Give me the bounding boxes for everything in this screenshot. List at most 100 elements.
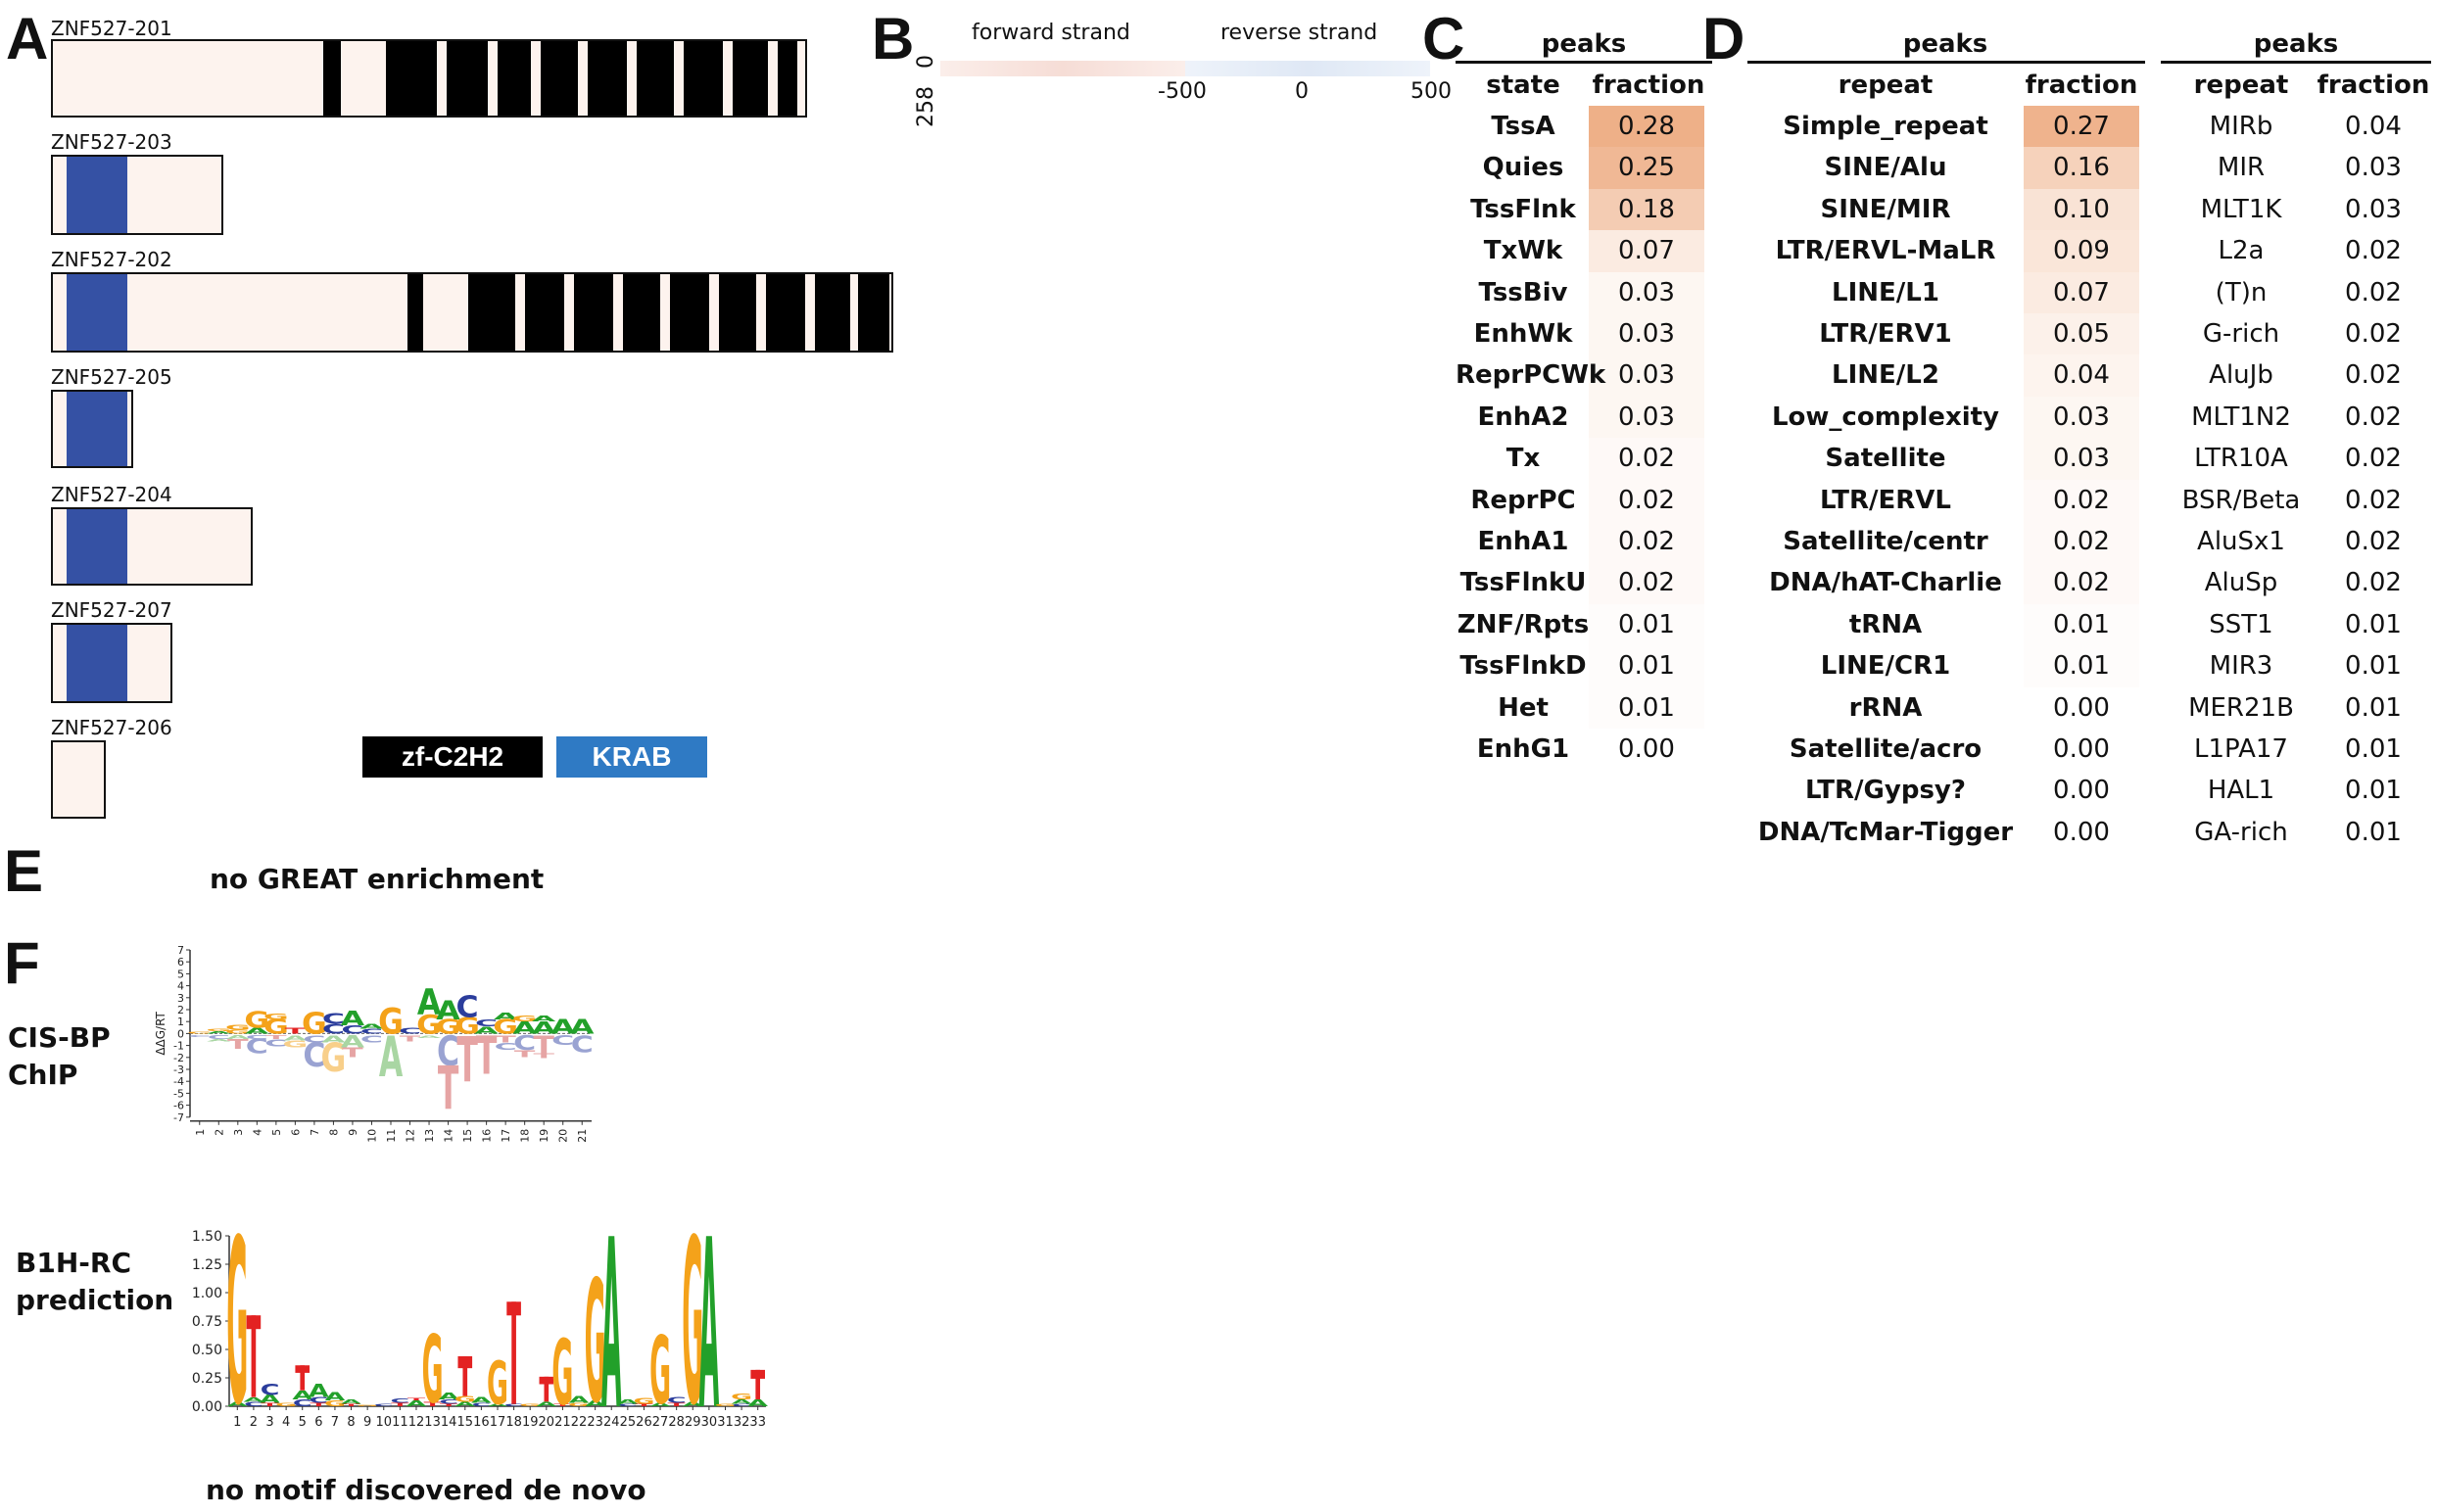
row-value: 0.05 <box>2053 319 2110 349</box>
transcript-box <box>51 623 172 703</box>
x-tick-label: 15 <box>457 1415 474 1430</box>
x-tick-label: 26 <box>636 1415 652 1430</box>
logo-letter-T: T <box>514 1048 536 1060</box>
logo-letter-T: T <box>476 1026 498 1087</box>
x-tick-label: 16 <box>481 1129 494 1143</box>
logo-letter-A: A <box>379 1024 404 1090</box>
cisbp-label-line2: ChIP <box>8 1059 78 1091</box>
y-tick-label: 0.50 <box>192 1343 222 1358</box>
logo-letter-G: G <box>493 1016 518 1039</box>
logo-letter-A: A <box>341 1008 365 1030</box>
x-tick-label: 20 <box>539 1415 555 1430</box>
row-label: LTR/ERV1 <box>1819 319 1952 349</box>
logo-letter-C: C <box>310 1395 329 1404</box>
x-tick-label: 3 <box>232 1129 245 1136</box>
y-tick-label: 0.00 <box>192 1399 222 1415</box>
x-tick-0: 0 <box>1295 79 1309 104</box>
heat-cell <box>1589 230 1704 272</box>
row-value: 0.02 <box>2345 485 2402 515</box>
row-value: 0.01 <box>2345 651 2402 682</box>
logo-letter-T: T <box>553 1403 571 1407</box>
y-tick-label: 1.00 <box>192 1286 222 1301</box>
x-tick-label: 2 <box>213 1129 225 1136</box>
row-label: ReprPC <box>1470 485 1576 515</box>
logo-letter-T: T <box>265 1035 287 1041</box>
x-tick-label: 21 <box>554 1415 571 1430</box>
y-tick-label: -7 <box>173 1111 184 1124</box>
logo-letter-T-stem <box>755 1369 761 1400</box>
row-value: 0.18 <box>1618 194 1675 224</box>
logo-letter-G: G <box>585 1245 606 1440</box>
x-tick-label: 7 <box>331 1415 339 1430</box>
logo-letter-A: A <box>570 1016 595 1039</box>
y-tick-label: 0.25 <box>192 1371 222 1387</box>
x-tick-label: 2 <box>250 1415 258 1430</box>
heat-cell <box>2024 645 2139 687</box>
logo-letter-G: G <box>226 1224 248 1440</box>
row-value: 0.02 <box>2053 527 2110 556</box>
transcript-label: ZNF527-202 <box>51 248 172 271</box>
transcript-box <box>51 39 807 118</box>
logo-letter-T: T <box>407 1397 425 1401</box>
heat-cell <box>2024 811 2139 854</box>
row-value: 0.03 <box>1618 360 1675 391</box>
logo-letter-C: C <box>246 1035 268 1041</box>
logo-letter-G: G <box>436 1016 461 1039</box>
row-value: 0.03 <box>2053 444 2110 474</box>
x-tick-label: 1 <box>194 1129 207 1136</box>
row-label: MIR3 <box>2209 651 2273 682</box>
row-label: GA-rich <box>2194 817 2288 847</box>
logo-letter-G: G <box>324 1399 346 1408</box>
row-label: Low_complexity <box>1771 402 2000 432</box>
x-tick-label: 7 <box>309 1129 321 1136</box>
row-value: 0.03 <box>1618 402 1675 432</box>
heat-cell <box>2024 686 2139 729</box>
row-value: 0.02 <box>2345 277 2402 307</box>
logo-letter-G: G <box>225 1029 251 1035</box>
logo-letter-A: A <box>488 1403 508 1407</box>
row-value: 0.02 <box>2345 444 2402 474</box>
logo-letter-A: A <box>551 1016 576 1039</box>
heat-cell <box>2024 438 2139 480</box>
y-tick-label: 4 <box>177 980 184 993</box>
row-label: Simple_repeat <box>1783 112 1988 141</box>
panel-letter-b: B <box>872 6 915 71</box>
x-tick-label: 3 <box>265 1415 273 1430</box>
transcript-box <box>51 272 893 353</box>
row-label: BSR/Beta <box>2181 485 2301 515</box>
row-label: Quies <box>1482 153 1564 183</box>
logo-letter-G: G <box>275 1402 297 1408</box>
row-value: 0.01 <box>2345 734 2402 764</box>
heat-cell <box>1589 729 1704 771</box>
logo-letter-A: A <box>650 1402 671 1408</box>
logo-letter-A: A <box>227 1400 248 1408</box>
x-tick-neg500: -500 <box>1158 79 1207 104</box>
y-tick-label: 5 <box>177 968 184 980</box>
table-d1-rule <box>1747 61 2145 64</box>
panel-letter-d: D <box>1702 6 1745 71</box>
heat-cell <box>1589 686 1704 729</box>
heat-cell <box>2024 603 2139 646</box>
logo-letter-C: C <box>399 1026 421 1035</box>
heat-cell <box>1589 479 1704 521</box>
logo-letter-G: G <box>282 1038 308 1050</box>
logo-letter-T: T <box>285 1026 307 1035</box>
row-value: 0.25 <box>1618 153 1675 183</box>
transcript-label: ZNF527-203 <box>51 130 172 154</box>
row-label: EnhG1 <box>1476 734 1570 764</box>
heat-cell <box>2024 147 2139 189</box>
logo-letter-T: T <box>533 1053 554 1061</box>
row-value: 0.07 <box>1618 236 1675 266</box>
logo-letter-A: A <box>207 1039 231 1043</box>
logo-letter-G: G <box>187 1031 213 1034</box>
row-value: 0.01 <box>2345 776 2402 806</box>
logo-letter-A: A <box>341 1032 365 1051</box>
logo-letter-C: C <box>303 1033 325 1045</box>
row-label: Tx <box>1505 444 1541 474</box>
row-label: AluSp <box>2204 568 2278 598</box>
row-value: 0.03 <box>2345 194 2402 224</box>
logo-letter-T: T <box>342 1045 363 1060</box>
panel-letter-e: E <box>4 838 44 904</box>
logo-letter-A: A <box>245 1026 269 1035</box>
row-value: 0.02 <box>1618 568 1675 598</box>
